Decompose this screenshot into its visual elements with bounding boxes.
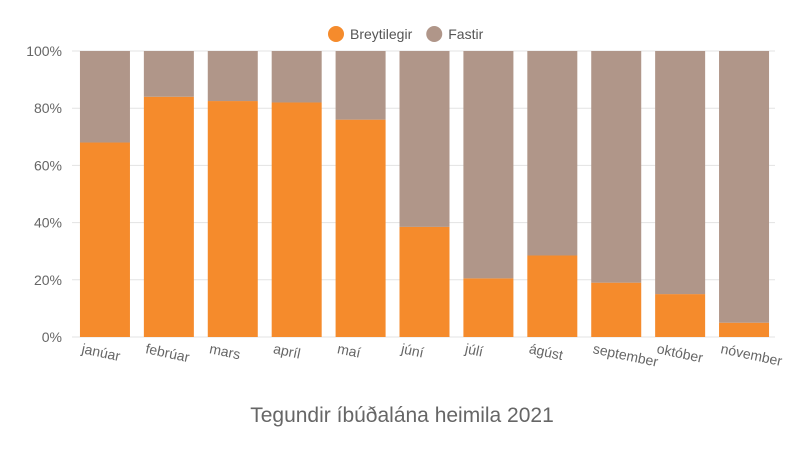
bar-fastir-10[interactable]	[719, 51, 770, 323]
y-tick-label: 60%	[34, 157, 62, 173]
bar-fastir-5[interactable]	[399, 51, 450, 227]
legend-item-fastir[interactable]: Fastir	[426, 26, 484, 42]
x-tick-label: júlí	[463, 340, 485, 360]
bar-breytilegir-1[interactable]	[143, 96, 194, 337]
bar-fastir-9[interactable]	[655, 51, 706, 295]
legend-label: Fastir	[448, 26, 483, 42]
legend-marker	[328, 26, 344, 42]
x-tick-label: maí	[336, 340, 362, 361]
bar-fastir-7[interactable]	[527, 51, 578, 256]
bar-fastir-2[interactable]	[207, 51, 258, 102]
x-tick-label: júní	[399, 340, 425, 361]
x-tick-label: september	[592, 340, 660, 369]
legend[interactable]: Breytilegir Fastir	[328, 26, 484, 42]
bars	[79, 51, 770, 337]
x-tick-label: ágúst	[528, 340, 565, 363]
y-tick-label: 80%	[34, 100, 62, 116]
bar-breytilegir-7[interactable]	[527, 255, 578, 337]
x-tick-label: janúar	[79, 340, 122, 364]
bar-breytilegir-4[interactable]	[335, 119, 386, 337]
legend-marker	[426, 26, 443, 42]
bar-fastir-0[interactable]	[79, 51, 130, 143]
bar-breytilegir-3[interactable]	[271, 102, 322, 337]
x-tick-label: febrúar	[144, 340, 191, 365]
legend-label: Breytilegir	[350, 26, 413, 42]
bar-breytilegir-2[interactable]	[207, 101, 258, 337]
bar-fastir-6[interactable]	[463, 51, 514, 279]
x-tick-label: apríl	[272, 340, 302, 361]
y-tick-label: 20%	[34, 272, 62, 288]
y-tick-label: 0%	[42, 329, 62, 345]
chart-title: Tegundir íbúðalána heimila 2021	[250, 404, 554, 427]
bar-fastir-4[interactable]	[335, 51, 386, 120]
legend-item-breytilegir[interactable]: Breytilegir	[328, 26, 413, 42]
bar-breytilegir-0[interactable]	[79, 142, 130, 337]
bar-fastir-8[interactable]	[591, 51, 642, 283]
bar-breytilegir-5[interactable]	[399, 226, 450, 337]
bar-breytilegir-10[interactable]	[719, 322, 770, 337]
x-tick-label: október	[656, 340, 705, 365]
y-axis-ticks: 0% 20% 40% 60% 80% 100%	[26, 43, 62, 345]
bar-breytilegir-6[interactable]	[463, 278, 514, 337]
bar-fastir-3[interactable]	[271, 51, 322, 103]
x-tick-label: mars	[208, 340, 242, 362]
bar-breytilegir-8[interactable]	[591, 282, 642, 337]
x-tick-label: nóvember	[719, 340, 784, 369]
bar-fastir-1[interactable]	[143, 51, 194, 97]
bar-breytilegir-9[interactable]	[655, 294, 706, 337]
x-axis-ticks: janúar febrúar mars apríl maí júní júlí ágúst se…	[79, 340, 784, 370]
y-tick-label: 40%	[34, 215, 62, 231]
y-tick-label: 100%	[26, 43, 62, 59]
